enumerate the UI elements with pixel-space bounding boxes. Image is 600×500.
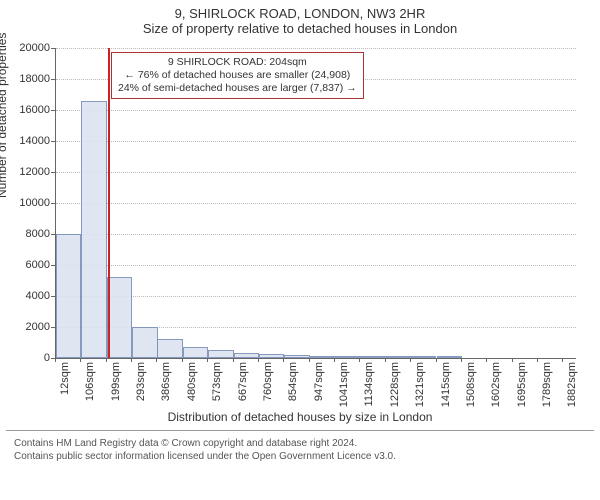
x-tick-mark [512, 358, 513, 362]
x-tick-mark [436, 358, 437, 362]
chart-title-main: 9, SHIRLOCK ROAD, LONDON, NW3 2HR [0, 0, 600, 21]
y-tick-mark [51, 296, 55, 297]
x-tick-label: 947sqm [313, 362, 325, 422]
y-tick-mark [51, 79, 55, 80]
y-tick-label: 10000 [5, 197, 50, 209]
x-tick-label: 854sqm [287, 362, 299, 422]
plot-area: 9 SHIRLOCK ROAD: 204sqm ← 76% of detache… [55, 48, 576, 359]
x-tick-label: 480sqm [186, 362, 198, 422]
x-tick-label: 1228sqm [389, 362, 401, 422]
gridline [56, 141, 576, 142]
y-tick-mark [51, 110, 55, 111]
property-marker-line [108, 48, 110, 358]
x-tick-mark [258, 358, 259, 362]
x-tick-label: 1695sqm [516, 362, 528, 422]
gridline [56, 203, 576, 204]
x-tick-mark [55, 358, 56, 362]
x-tick-label: 667sqm [237, 362, 249, 422]
y-tick-label: 4000 [5, 290, 50, 302]
x-tick-mark [562, 358, 563, 362]
y-tick-mark [51, 327, 55, 328]
histogram-bar [183, 347, 208, 358]
histogram-bar [360, 356, 385, 358]
x-tick-label: 1041sqm [338, 362, 350, 422]
y-tick-mark [51, 234, 55, 235]
histogram-bar [437, 356, 462, 358]
x-tick-label: 1789sqm [541, 362, 553, 422]
histogram-bar [259, 354, 284, 358]
x-tick-mark [131, 358, 132, 362]
histogram-bar [284, 355, 309, 358]
x-tick-mark [334, 358, 335, 362]
gridline [56, 296, 576, 297]
histogram-bar [335, 356, 360, 358]
histogram-bar [310, 356, 335, 358]
histogram-bar [208, 350, 233, 358]
y-tick-label: 18000 [5, 73, 50, 85]
x-tick-mark [182, 358, 183, 362]
histogram-bar [107, 277, 132, 358]
x-tick-label: 1602sqm [490, 362, 502, 422]
x-tick-label: 1134sqm [363, 362, 375, 422]
gridline [56, 172, 576, 173]
annotation-line-1: 9 SHIRLOCK ROAD: 204sqm [118, 56, 357, 69]
x-tick-mark [156, 358, 157, 362]
y-tick-label: 16000 [5, 104, 50, 116]
x-tick-label: 199sqm [110, 362, 122, 422]
x-tick-mark [537, 358, 538, 362]
x-tick-mark [461, 358, 462, 362]
histogram-bar [157, 339, 182, 358]
x-tick-label: 1415sqm [440, 362, 452, 422]
histogram-bar [386, 356, 411, 358]
x-tick-mark [106, 358, 107, 362]
x-tick-label: 12sqm [59, 362, 71, 422]
x-tick-mark [283, 358, 284, 362]
y-tick-label: 12000 [5, 166, 50, 178]
footer-attribution: Contains HM Land Registry data © Crown c… [6, 430, 594, 463]
x-tick-label: 573sqm [211, 362, 223, 422]
x-tick-mark [359, 358, 360, 362]
y-tick-mark [51, 265, 55, 266]
gridline [56, 110, 576, 111]
y-tick-mark [51, 141, 55, 142]
histogram-bar [234, 353, 259, 358]
x-tick-label: 1882sqm [566, 362, 578, 422]
x-tick-mark [207, 358, 208, 362]
y-tick-label: 0 [5, 352, 50, 364]
gridline [56, 48, 576, 49]
chart-title-sub: Size of property relative to detached ho… [0, 21, 600, 38]
footer-line-1: Contains HM Land Registry data © Crown c… [14, 437, 586, 450]
histogram-bar [132, 327, 157, 358]
gridline [56, 234, 576, 235]
histogram-bar [56, 234, 81, 358]
y-tick-mark [51, 48, 55, 49]
x-tick-label: 106sqm [84, 362, 96, 422]
histogram-bar [411, 356, 436, 358]
x-tick-label: 293sqm [135, 362, 147, 422]
x-tick-label: 760sqm [262, 362, 274, 422]
x-tick-label: 386sqm [160, 362, 172, 422]
x-tick-mark [80, 358, 81, 362]
y-tick-label: 2000 [5, 321, 50, 333]
annotation-line-2: ← 76% of detached houses are smaller (24… [118, 69, 357, 82]
gridline [56, 265, 576, 266]
x-tick-mark [410, 358, 411, 362]
x-tick-label: 1508sqm [465, 362, 477, 422]
x-tick-label: 1321sqm [414, 362, 426, 422]
y-tick-mark [51, 203, 55, 204]
x-tick-mark [309, 358, 310, 362]
annotation-line-3: 24% of semi-detached houses are larger (… [118, 82, 357, 95]
y-tick-label: 14000 [5, 135, 50, 147]
chart-container: Number of detached properties 9 SHIRLOCK… [0, 38, 600, 408]
histogram-bar [81, 101, 106, 358]
y-tick-mark [51, 172, 55, 173]
marker-annotation: 9 SHIRLOCK ROAD: 204sqm ← 76% of detache… [111, 52, 364, 99]
y-tick-label: 20000 [5, 42, 50, 54]
x-tick-mark [486, 358, 487, 362]
footer-line-2: Contains public sector information licen… [14, 450, 586, 463]
y-tick-label: 6000 [5, 259, 50, 271]
x-tick-mark [233, 358, 234, 362]
x-tick-mark [385, 358, 386, 362]
y-tick-label: 8000 [5, 228, 50, 240]
